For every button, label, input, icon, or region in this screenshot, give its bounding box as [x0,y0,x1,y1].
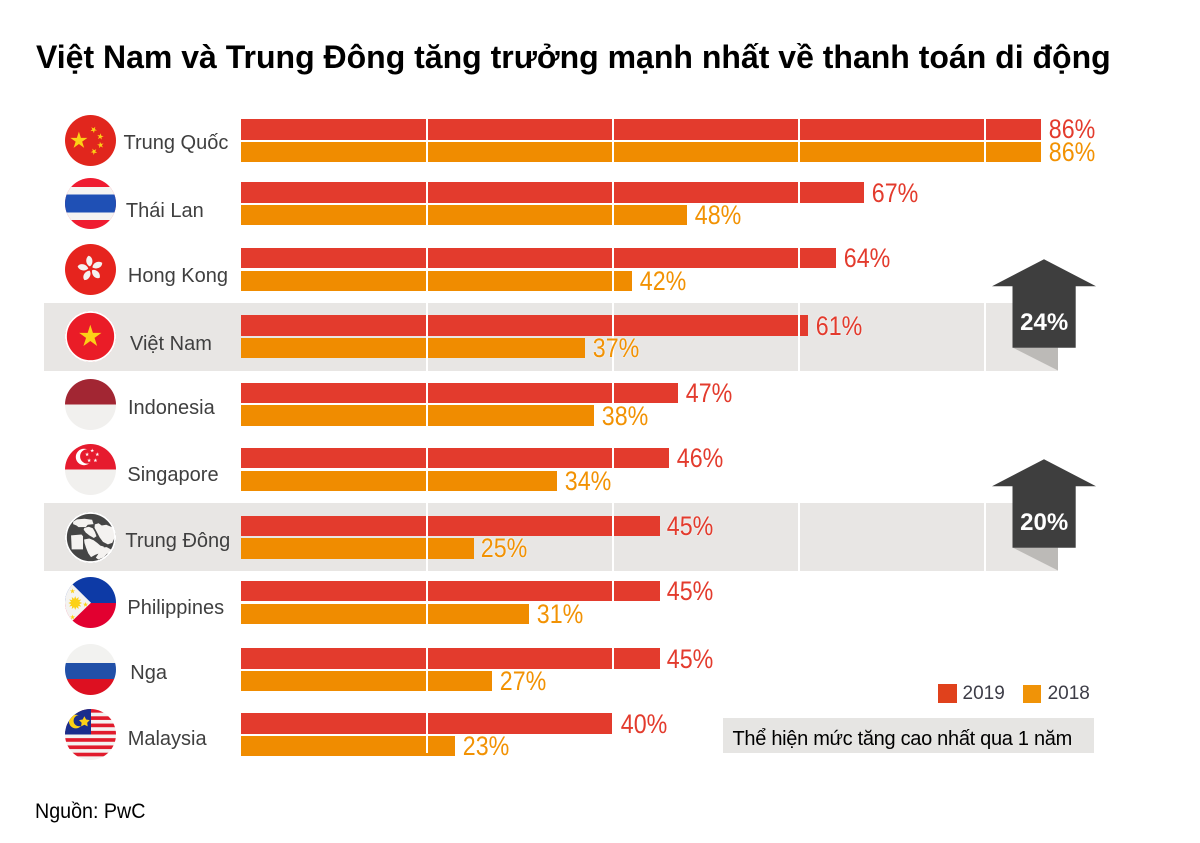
svg-text:20%: 20% [1020,509,1068,536]
svg-text:24%: 24% [1020,309,1068,336]
